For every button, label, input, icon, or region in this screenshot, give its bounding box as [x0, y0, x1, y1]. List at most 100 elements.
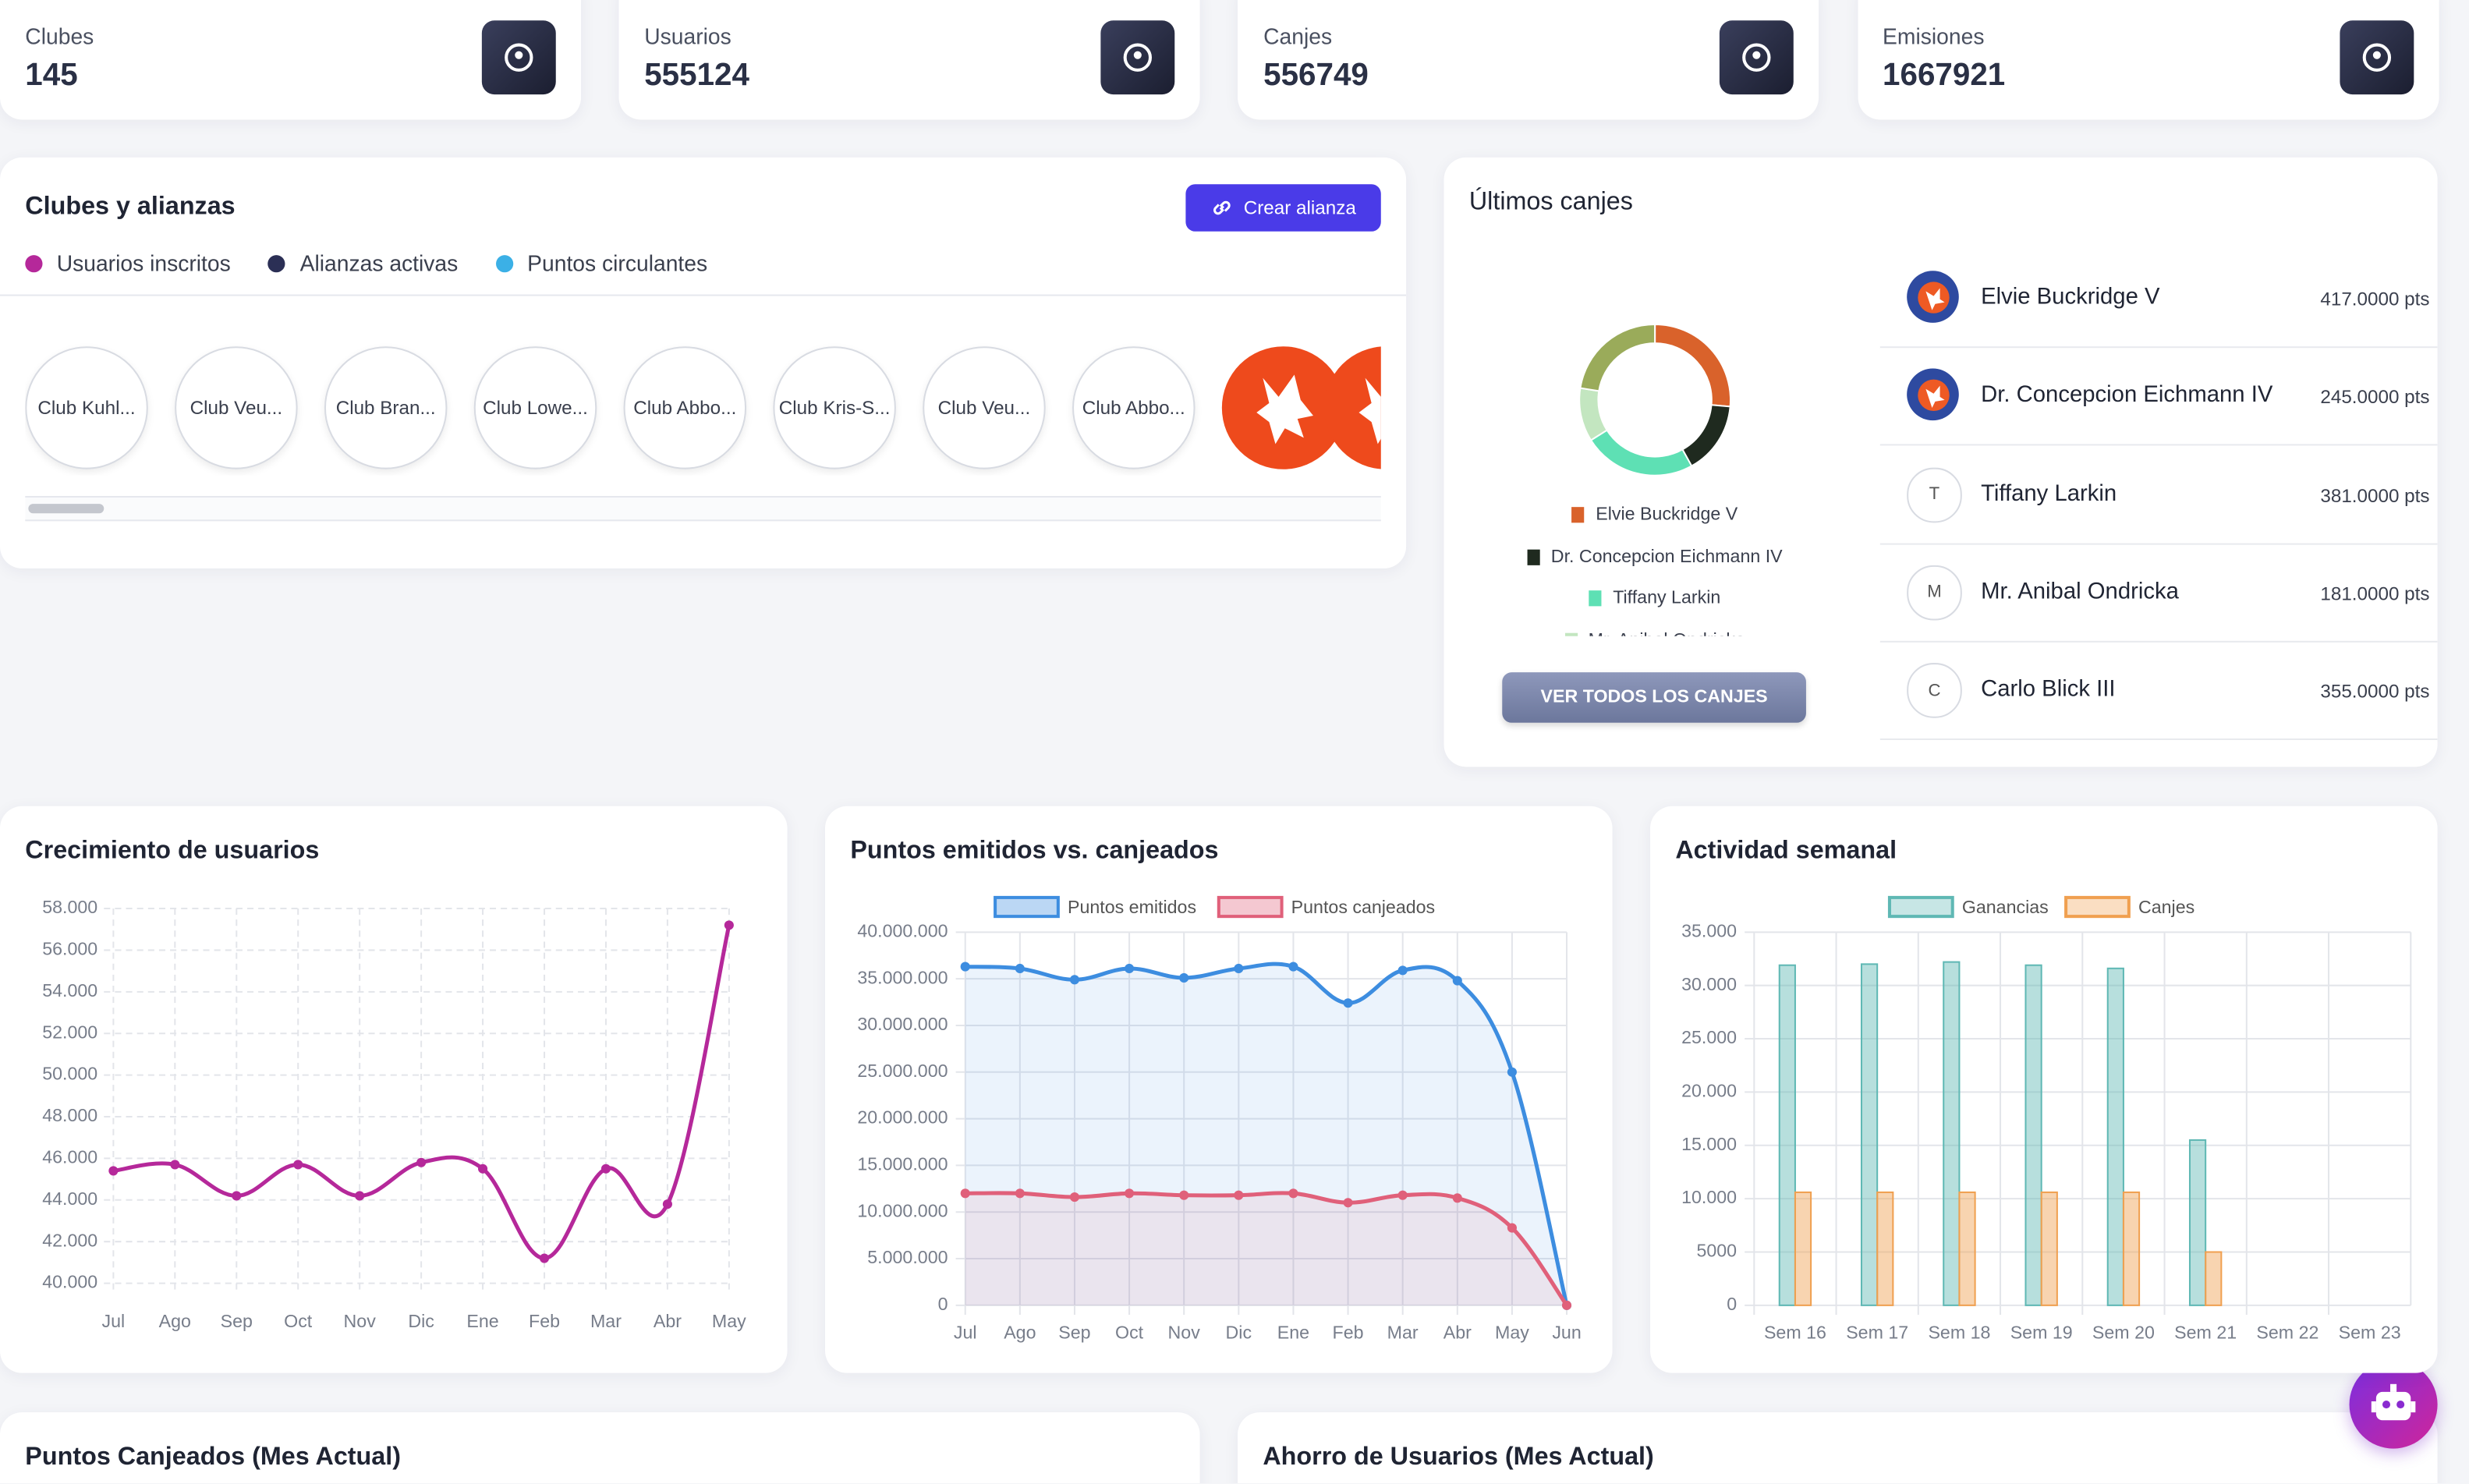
- redemption-name: Carlo Blick III: [1981, 677, 2116, 703]
- donut-slice: [1654, 323, 1732, 408]
- y-tick-label: 15.000: [1681, 1134, 1737, 1154]
- icon-glyph: [505, 43, 533, 72]
- club-logo[interactable]: [1324, 346, 1381, 469]
- point: [1069, 975, 1080, 985]
- chatbot-button[interactable]: [2349, 1360, 2438, 1449]
- y-tick-label: 5000: [1696, 1241, 1737, 1261]
- icon-shape: [1742, 43, 1772, 72]
- redemption-row[interactable]: T Tiffany Larkin 381.0000 pts: [1879, 445, 2438, 544]
- stat-value: 1667921: [1883, 58, 2006, 94]
- club-name: Club Veu...: [937, 396, 1031, 420]
- stat-icon: [1100, 20, 1175, 95]
- legend-swatch: [1527, 549, 1540, 565]
- redemption-points: 381.0000 pts: [2320, 484, 2430, 507]
- x-tick-label: Mar: [590, 1311, 622, 1331]
- wolf-shape: [1358, 377, 1381, 444]
- point: [1015, 1188, 1025, 1199]
- point: [1125, 1188, 1135, 1199]
- club-circle[interactable]: Club Lowe...: [473, 346, 597, 469]
- club-circle[interactable]: Club Bran...: [324, 346, 448, 469]
- legend-label: Usuarios inscritos: [56, 250, 231, 276]
- point: [416, 1157, 427, 1167]
- legend-label: Canjes: [2138, 897, 2194, 917]
- stat-body: Usuarios 555124: [619, 0, 1200, 119]
- point: [1397, 965, 1408, 976]
- y-tick-label: 0: [938, 1294, 948, 1314]
- x-tick-label: Ago: [159, 1311, 191, 1331]
- stat-icon: [1720, 20, 1794, 95]
- stat-value: 555124: [644, 58, 749, 94]
- redemption-name: Dr. Concepcion Eichmann IV: [1981, 383, 2273, 409]
- y-tick-label: 48.000: [42, 1105, 97, 1125]
- link-icon: [1213, 200, 1231, 215]
- point: [108, 1166, 119, 1176]
- x-tick-label: Dic: [1226, 1322, 1252, 1342]
- avatar-logo: [1917, 281, 1949, 313]
- separator: [0, 294, 1407, 296]
- point: [1507, 1067, 1517, 1077]
- point: [960, 1188, 970, 1199]
- club-circle[interactable]: Club Abbo...: [623, 346, 747, 469]
- bar: [2122, 1191, 2141, 1306]
- x-tick-label: Feb: [1333, 1322, 1364, 1342]
- view-all-button[interactable]: VER TODOS LOS CANJES: [1502, 672, 1806, 723]
- club-circle[interactable]: Club Veu...: [923, 346, 1046, 469]
- legend-label: Puntos emitidos: [1068, 897, 1196, 917]
- redemption-row[interactable]: Dr. Concepcion Eichmann IV 245.0000 pts: [1879, 347, 2438, 447]
- point: [960, 962, 970, 972]
- club-circle[interactable]: Club Veu...: [175, 346, 298, 469]
- x-tick-label: Abr: [654, 1311, 682, 1331]
- donut-slice: [1578, 387, 1608, 441]
- y-tick-label: 52.000: [42, 1022, 97, 1042]
- chart: 0 5000 10.000 15.000 20.000 25.000 30.000 35.00…: [1681, 895, 2412, 1342]
- point: [1507, 1223, 1517, 1233]
- point: [1288, 1188, 1298, 1199]
- club-logo[interactable]: [1221, 346, 1345, 469]
- redemption-row[interactable]: C Carlo Blick III 355.0000 pts: [1879, 641, 2438, 741]
- wolf-shape: [1256, 374, 1313, 444]
- legend-item: Alianzas activas: [268, 250, 458, 275]
- x-tick-label: Ene: [466, 1311, 498, 1331]
- point: [170, 1160, 180, 1170]
- stat-label: Usuarios: [644, 23, 731, 49]
- y-tick-label: 0: [1727, 1294, 1737, 1314]
- x-tick-label: Dic: [408, 1311, 434, 1331]
- y-tick-label: 44.000: [42, 1188, 97, 1209]
- area: [965, 964, 1567, 1305]
- club-circle[interactable]: Club Kuhl...: [25, 346, 148, 469]
- area: [965, 1192, 1567, 1305]
- panel-title: Ahorro de Usuarios (Mes Actual): [1263, 1443, 1654, 1471]
- icon-glyph: [2361, 43, 2391, 72]
- legend-item: Usuarios inscritos: [25, 250, 231, 276]
- point: [478, 1163, 488, 1174]
- club-name: Club Lowe...: [483, 396, 588, 420]
- redemption-row[interactable]: M Mr. Anibal Ondricka 181.0000 pts: [1879, 543, 2438, 643]
- y-tick-label: 35.000.000: [857, 967, 948, 987]
- redemption-points: 245.0000 pts: [2320, 386, 2430, 409]
- point: [355, 1191, 365, 1201]
- x-tick-label: Jun: [1552, 1322, 1581, 1342]
- point: [1234, 1190, 1244, 1200]
- y-tick-label: 15.000.000: [857, 1154, 948, 1174]
- redemption-row[interactable]: Elvie Buckridge V 417.0000 pts: [1879, 249, 2438, 349]
- y-tick-label: 5.000.000: [867, 1247, 948, 1267]
- scrollbar-thumb[interactable]: [28, 504, 104, 514]
- x-tick-label: May: [1495, 1322, 1529, 1342]
- x-tick-label: Ene: [1277, 1322, 1309, 1342]
- club-circle[interactable]: Club Kris-S...: [773, 346, 896, 469]
- y-tick-label: 50.000: [42, 1064, 97, 1084]
- create-alliance-button[interactable]: Crear alianza: [1185, 184, 1381, 232]
- bar: [2106, 967, 2124, 1306]
- chart-card: Puntos emitidos vs. canjeados 0 5.000.000 1…: [825, 806, 1613, 1373]
- y-tick-label: 58.000: [42, 897, 97, 917]
- point: [1125, 963, 1135, 974]
- y-tick-label: 20.000.000: [857, 1107, 948, 1128]
- club-name: Club Abbo...: [1082, 396, 1185, 420]
- club-circle[interactable]: Club Abbo...: [1072, 346, 1196, 469]
- point: [1397, 1190, 1408, 1200]
- x-tick-label: Oct: [1115, 1322, 1144, 1342]
- clubs-panel: Clubes y alianzas Crear alianza Usuarios…: [0, 157, 1407, 568]
- stat-body: Clubes 145: [0, 0, 581, 119]
- bottom-card: Puntos Canjeados (Mes Actual): [0, 1412, 1200, 1484]
